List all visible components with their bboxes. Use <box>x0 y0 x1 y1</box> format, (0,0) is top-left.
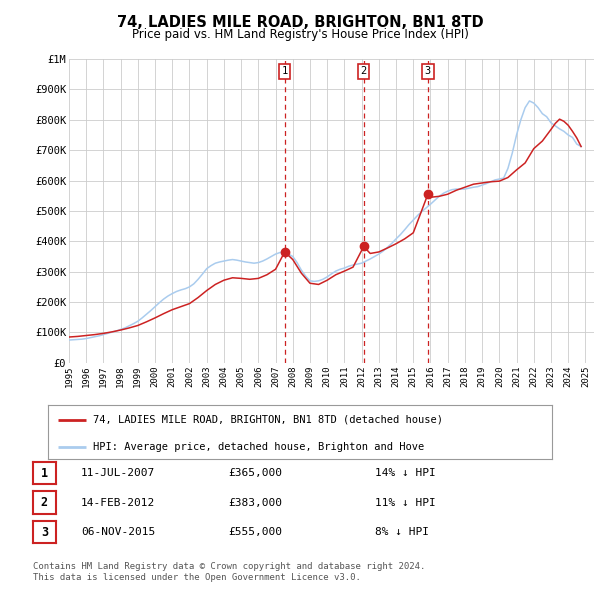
Text: 1: 1 <box>281 66 288 76</box>
Text: 3: 3 <box>41 526 48 539</box>
Text: 14-FEB-2012: 14-FEB-2012 <box>81 498 155 507</box>
Text: 74, LADIES MILE ROAD, BRIGHTON, BN1 8TD (detached house): 74, LADIES MILE ROAD, BRIGHTON, BN1 8TD … <box>94 415 443 425</box>
Text: 2: 2 <box>361 66 367 76</box>
Text: £365,000: £365,000 <box>228 468 282 478</box>
Text: 1: 1 <box>41 467 48 480</box>
Text: £383,000: £383,000 <box>228 498 282 507</box>
Text: 14% ↓ HPI: 14% ↓ HPI <box>375 468 436 478</box>
Text: 2: 2 <box>41 496 48 509</box>
Text: Price paid vs. HM Land Registry's House Price Index (HPI): Price paid vs. HM Land Registry's House … <box>131 28 469 41</box>
Text: HPI: Average price, detached house, Brighton and Hove: HPI: Average price, detached house, Brig… <box>94 442 425 452</box>
Text: 11-JUL-2007: 11-JUL-2007 <box>81 468 155 478</box>
Text: 8% ↓ HPI: 8% ↓ HPI <box>375 527 429 537</box>
Text: £555,000: £555,000 <box>228 527 282 537</box>
Text: Contains HM Land Registry data © Crown copyright and database right 2024.
This d: Contains HM Land Registry data © Crown c… <box>33 562 425 582</box>
Text: 11% ↓ HPI: 11% ↓ HPI <box>375 498 436 507</box>
Text: 74, LADIES MILE ROAD, BRIGHTON, BN1 8TD: 74, LADIES MILE ROAD, BRIGHTON, BN1 8TD <box>116 15 484 30</box>
Text: 06-NOV-2015: 06-NOV-2015 <box>81 527 155 537</box>
Text: 3: 3 <box>425 66 431 76</box>
